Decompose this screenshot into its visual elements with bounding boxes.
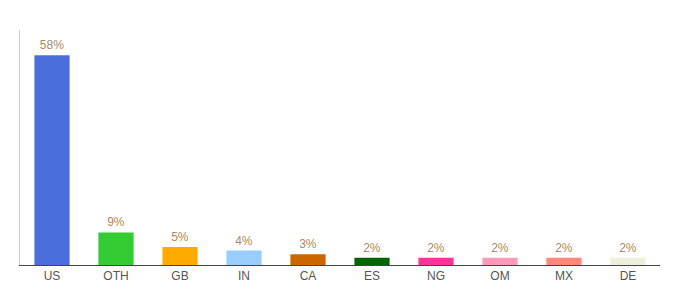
svg-text:CA: CA <box>300 269 317 283</box>
svg-text:GB: GB <box>171 269 188 283</box>
svg-text:9%: 9% <box>107 215 125 229</box>
svg-text:58%: 58% <box>40 38 64 52</box>
svg-text:DE: DE <box>620 269 637 283</box>
svg-text:US: US <box>44 269 61 283</box>
svg-text:OTH: OTH <box>103 269 128 283</box>
svg-text:2%: 2% <box>363 241 381 255</box>
svg-text:2%: 2% <box>427 241 445 255</box>
svg-text:OM: OM <box>490 269 509 283</box>
svg-text:NG: NG <box>427 269 445 283</box>
svg-text:2%: 2% <box>555 241 573 255</box>
svg-text:ES: ES <box>364 269 380 283</box>
svg-text:IN: IN <box>238 269 250 283</box>
svg-text:5%: 5% <box>171 230 189 244</box>
svg-text:3%: 3% <box>299 237 317 251</box>
svg-text:MX: MX <box>555 269 573 283</box>
svg-text:2%: 2% <box>619 241 637 255</box>
svg-text:4%: 4% <box>235 234 253 248</box>
svg-text:2%: 2% <box>491 241 509 255</box>
